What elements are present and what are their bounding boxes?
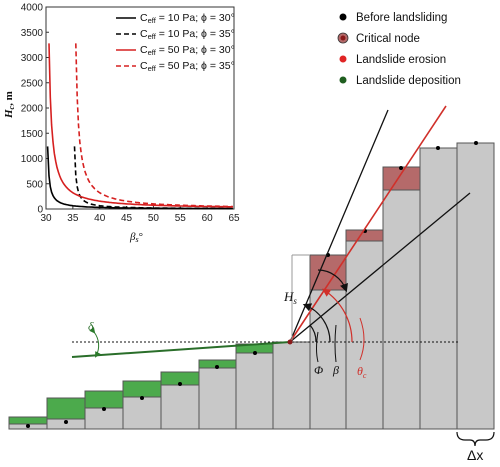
legend-critical-marker [340,35,346,41]
deposition-1 [8,416,48,425]
column-6 [198,367,237,430]
legend-before-marker [339,13,347,21]
before-dot [102,407,106,411]
before-dot [474,141,478,145]
inset-ticks: 30 35 40 45 50 55 60 65 0 500 1000 1500 2000 2500 3000… [21,3,240,225]
diagram-legend: Before landsliding Critical node Landsli… [337,12,461,87]
inset-x-tick-label: 30 [40,213,52,224]
beta-label: β [332,363,339,377]
inset-y-tick-label: 2500 [21,78,44,89]
beta-line [289,109,389,343]
inset-y-tick-label: 2000 [21,104,44,115]
inset-legend-label-1: Ceff = 10 Pa; ϕ = 30° [140,12,235,25]
dx-bracket [456,431,495,447]
column-13 [456,142,495,430]
inset-x-tick-label: 40 [94,213,106,224]
delta-arc [89,327,101,358]
inset-legend-label-3: Ceff = 50 Pa; ϕ = 30° [140,44,235,57]
inset-series-line-2 [73,146,233,210]
phi-line [289,192,471,343]
inset-y-tick-label: 3500 [21,28,44,39]
hs-arrow-arc [317,269,348,293]
theta-c-line [289,105,447,343]
inset-x-label: βs° [129,231,143,244]
inset-x-tick-label: 35 [67,213,79,224]
before-dot [399,166,403,170]
phi-arc [309,324,317,343]
inset-y-label: Hc, m [3,91,16,119]
critical-node [287,339,293,345]
inset-legend-label-4: Ceff = 50 Pa; ϕ = 35° [140,60,235,73]
inset-x-tick-label: 50 [148,213,160,224]
deposition-4 [122,380,162,398]
theta-leader [359,317,365,361]
dx-label: Δx [467,447,483,463]
inset-x-tick-label: 55 [175,213,187,224]
inset-chart: 30 35 40 45 50 55 60 65 0 500 1000 1500 2000 2500 3000… [3,3,240,245]
inset-y-tick-label: 3000 [21,53,44,64]
inset-y-tick-label: 1500 [21,129,44,140]
legend-critical-label: Critical node [356,33,420,45]
column-8 [272,341,311,430]
inset-x-tick-label: 65 [228,213,240,224]
before-dot [140,396,144,400]
inset-y-tick-label: 4000 [21,3,44,14]
legend-before-label: Before landsliding [356,12,447,24]
legend-erosion-label: Landslide erosion [356,54,446,66]
inset-y-tick-label: 0 [37,205,43,216]
deposition-slope-line [71,341,291,358]
legend-deposition-label: Landslide deposition [356,75,461,87]
columns-group [8,142,495,430]
inset-series-line-4 [75,43,233,208]
hs-bracket [291,254,310,340]
theta-arc [321,288,353,343]
deposition-3 [84,390,124,409]
before-dot [26,424,30,428]
inset-legend-label-2: Ceff = 10 Pa; ϕ = 35° [140,28,235,41]
inset-x-tick-label: 45 [121,213,133,224]
inset-legend: Ceff = 10 Pa; ϕ = 30° Ceff = 10 Pa; ϕ = … [116,12,235,73]
legend-erosion-marker [339,55,347,63]
column-12 [419,147,458,430]
before-dot [253,351,257,355]
beta-arc [302,303,331,343]
before-dot [64,420,68,424]
phi-leader [316,331,319,363]
before-dot [178,382,182,386]
erosion-3 [382,166,421,191]
before-dot [215,365,219,369]
inset-x-tick-label: 60 [202,213,214,224]
beta-leader [334,324,337,363]
column-7 [235,352,274,430]
column-11 [382,189,421,430]
deposition-2 [46,397,86,420]
hs-label: Hs [283,289,297,306]
before-dots [26,141,478,428]
legend-deposition-marker [339,76,347,84]
theta-label: θc [357,364,367,380]
inset-y-tick-label: 1000 [21,154,44,165]
column-3 [84,407,124,430]
before-dot [436,146,440,150]
inset-lines [46,43,233,210]
column-9 [309,289,347,430]
delta-label: δ [88,319,94,333]
phi-label: Φ [314,363,323,377]
landslide-diagram: Hs Φ β θc δ Δx [8,105,495,463]
column-4 [122,396,162,430]
erosion-layers [309,166,421,291]
inset-y-tick-label: 500 [26,179,43,190]
column-5 [160,384,200,430]
